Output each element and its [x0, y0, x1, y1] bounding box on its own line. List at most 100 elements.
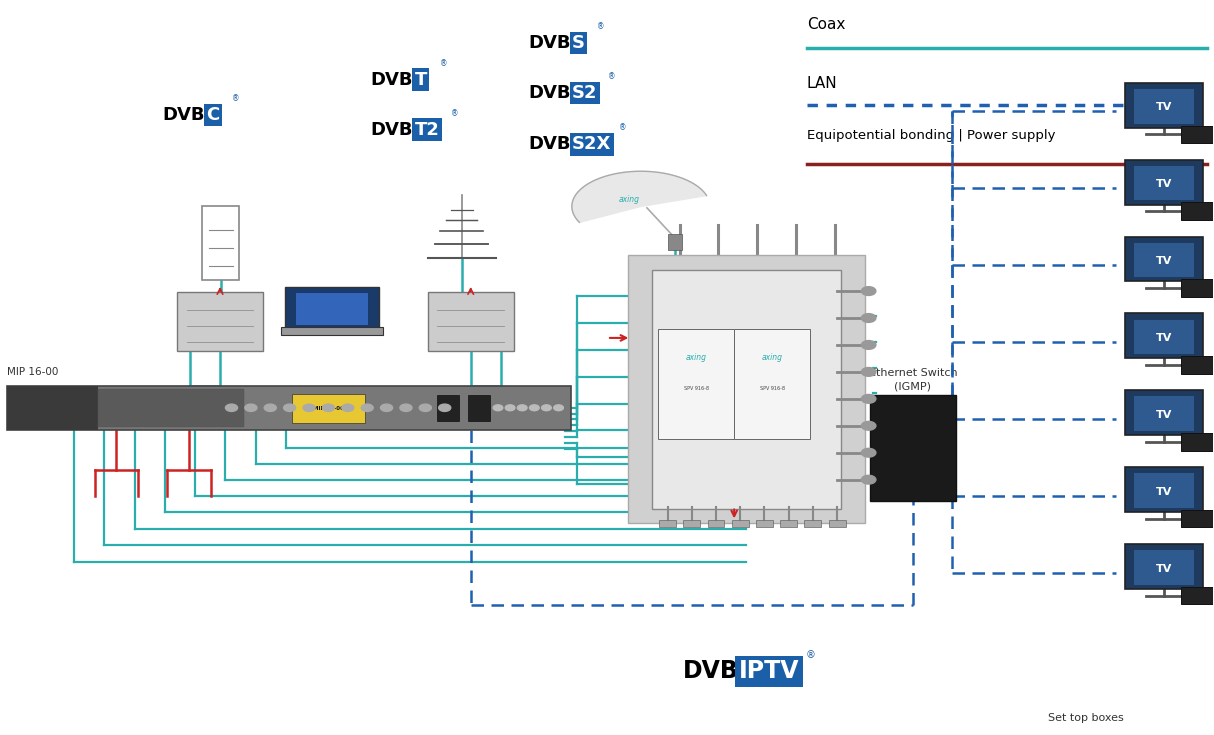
FancyBboxPatch shape: [829, 520, 846, 527]
Text: (IGMP): (IGMP): [895, 381, 931, 392]
Text: Set top boxes: Set top boxes: [1048, 712, 1123, 723]
Circle shape: [361, 404, 373, 412]
Circle shape: [862, 448, 875, 457]
FancyBboxPatch shape: [7, 386, 98, 430]
Text: DVB: DVB: [528, 84, 571, 102]
Text: SPV 916-8: SPV 916-8: [760, 387, 784, 391]
FancyBboxPatch shape: [1125, 237, 1203, 282]
Text: TV: TV: [1156, 179, 1173, 190]
Circle shape: [554, 405, 563, 411]
Text: DVB: DVB: [528, 34, 571, 52]
Circle shape: [862, 340, 875, 349]
Text: T: T: [414, 71, 427, 89]
FancyBboxPatch shape: [756, 520, 773, 527]
FancyBboxPatch shape: [285, 287, 379, 331]
Text: Ethernet Switch: Ethernet Switch: [868, 368, 957, 379]
Circle shape: [304, 404, 316, 412]
Text: DVB: DVB: [370, 71, 413, 89]
Text: ®: ®: [608, 72, 615, 82]
Circle shape: [399, 404, 412, 412]
FancyBboxPatch shape: [1134, 551, 1195, 585]
Text: Coax: Coax: [807, 17, 845, 32]
Circle shape: [517, 405, 527, 411]
FancyBboxPatch shape: [1134, 89, 1195, 123]
Text: DVB: DVB: [163, 106, 205, 124]
FancyBboxPatch shape: [805, 520, 822, 527]
Circle shape: [438, 404, 450, 412]
FancyBboxPatch shape: [1180, 126, 1214, 143]
FancyBboxPatch shape: [467, 395, 489, 421]
Polygon shape: [572, 171, 707, 223]
FancyBboxPatch shape: [1180, 356, 1214, 373]
FancyBboxPatch shape: [1180, 587, 1214, 604]
Text: DVB: DVB: [528, 135, 571, 153]
Text: TV: TV: [1156, 487, 1173, 497]
FancyBboxPatch shape: [1180, 279, 1214, 297]
FancyBboxPatch shape: [658, 329, 734, 439]
FancyBboxPatch shape: [732, 520, 749, 527]
Circle shape: [529, 405, 539, 411]
FancyBboxPatch shape: [177, 292, 263, 351]
FancyBboxPatch shape: [652, 270, 841, 509]
Text: axing: axing: [762, 353, 783, 362]
FancyBboxPatch shape: [781, 520, 798, 527]
Circle shape: [862, 287, 875, 295]
FancyBboxPatch shape: [659, 520, 676, 527]
Circle shape: [265, 404, 277, 412]
Text: axing: axing: [618, 195, 640, 204]
FancyBboxPatch shape: [427, 292, 514, 351]
Circle shape: [284, 404, 296, 412]
Circle shape: [323, 404, 335, 412]
Text: ®: ®: [232, 94, 239, 104]
FancyBboxPatch shape: [1134, 320, 1195, 354]
FancyBboxPatch shape: [1125, 390, 1203, 435]
Text: ®: ®: [806, 650, 816, 660]
Text: TV: TV: [1156, 410, 1173, 420]
Text: ®: ®: [439, 59, 447, 68]
Text: Equipotential bonding | Power supply: Equipotential bonding | Power supply: [807, 129, 1055, 142]
FancyBboxPatch shape: [870, 395, 955, 501]
FancyBboxPatch shape: [1125, 159, 1203, 204]
Text: DVB: DVB: [683, 659, 739, 684]
Text: IPTV: IPTV: [739, 659, 800, 684]
FancyBboxPatch shape: [1125, 83, 1203, 128]
Text: C: C: [206, 106, 220, 124]
Text: ®: ®: [597, 23, 605, 32]
Text: ®: ®: [450, 109, 458, 118]
FancyBboxPatch shape: [7, 386, 571, 430]
FancyBboxPatch shape: [1134, 243, 1195, 277]
FancyBboxPatch shape: [1125, 314, 1203, 359]
Text: T2: T2: [414, 121, 439, 138]
FancyBboxPatch shape: [1180, 433, 1214, 451]
FancyBboxPatch shape: [98, 389, 244, 427]
Text: LAN: LAN: [807, 76, 838, 90]
FancyBboxPatch shape: [1134, 165, 1195, 201]
FancyBboxPatch shape: [683, 520, 700, 527]
Circle shape: [226, 404, 238, 412]
Circle shape: [862, 368, 875, 376]
Circle shape: [862, 421, 875, 430]
FancyBboxPatch shape: [668, 234, 682, 251]
Text: DVB: DVB: [370, 121, 413, 138]
FancyBboxPatch shape: [1125, 544, 1203, 589]
FancyBboxPatch shape: [1180, 202, 1214, 220]
Circle shape: [493, 405, 503, 411]
Circle shape: [419, 404, 431, 412]
FancyBboxPatch shape: [1180, 510, 1214, 528]
Text: TV: TV: [1156, 333, 1173, 343]
Circle shape: [245, 404, 257, 412]
FancyBboxPatch shape: [1134, 473, 1195, 508]
FancyBboxPatch shape: [734, 329, 811, 439]
Circle shape: [380, 404, 392, 412]
FancyBboxPatch shape: [296, 293, 368, 325]
Text: TV: TV: [1156, 257, 1173, 266]
FancyBboxPatch shape: [708, 520, 725, 527]
Circle shape: [541, 405, 551, 411]
FancyBboxPatch shape: [1134, 396, 1195, 431]
Text: TV: TV: [1156, 564, 1173, 574]
FancyBboxPatch shape: [293, 394, 364, 423]
Text: ®: ®: [619, 123, 626, 132]
Text: axing: axing: [686, 353, 707, 362]
Text: S2: S2: [572, 84, 597, 102]
Text: MIP 16-00: MIP 16-00: [7, 367, 58, 377]
